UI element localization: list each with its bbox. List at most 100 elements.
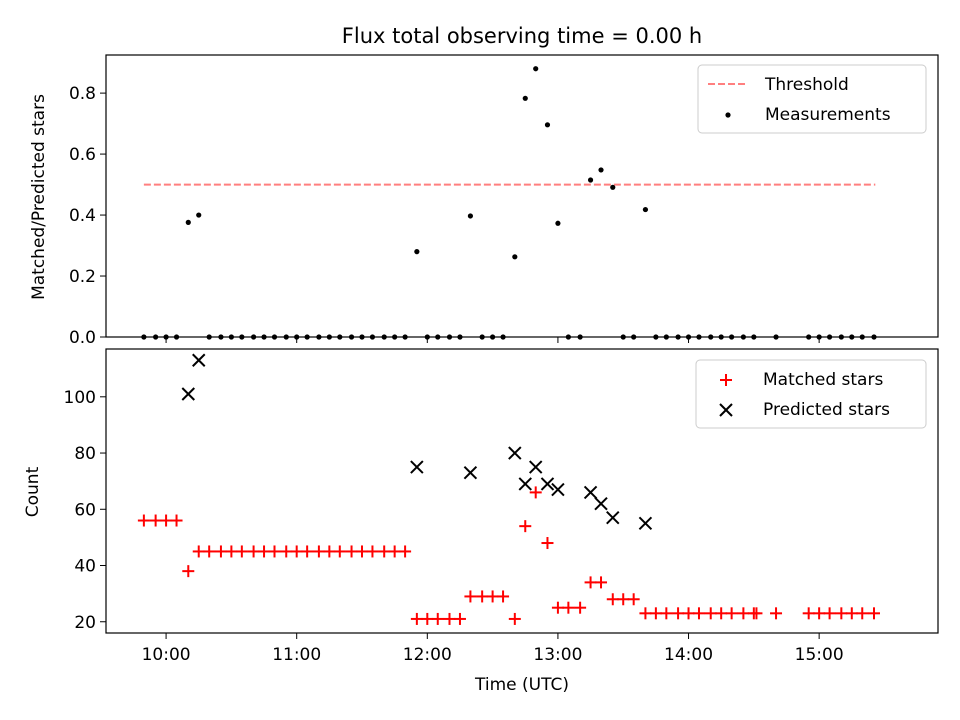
matched-star-point bbox=[802, 607, 815, 620]
matched-star-point bbox=[595, 576, 608, 589]
legend-predicted-label: Predicted stars bbox=[763, 400, 890, 420]
matched-star-point bbox=[235, 545, 248, 558]
matched-star-point bbox=[410, 612, 423, 625]
matched-star-point bbox=[617, 593, 630, 606]
legend-threshold-label: Threshold bbox=[764, 75, 849, 95]
matched-star-point bbox=[170, 514, 183, 527]
top-y-tick-label: 0.2 bbox=[69, 267, 96, 287]
top-axes-frame bbox=[105, 54, 939, 338]
matched-star-point bbox=[149, 514, 162, 527]
matched-star-point bbox=[366, 545, 379, 558]
matched-star-point bbox=[672, 607, 685, 620]
bottom-y-tick-label: 60 bbox=[74, 500, 96, 520]
measurement-point bbox=[414, 249, 420, 255]
matched-star-point bbox=[258, 545, 271, 558]
matched-star-point bbox=[606, 593, 619, 606]
top-y-tick-label: 0.0 bbox=[69, 328, 96, 348]
top-y-tick-label: 0.8 bbox=[69, 84, 96, 104]
bottom-x-tick-label: 12:00 bbox=[403, 645, 452, 665]
top-plot-marks bbox=[141, 66, 877, 340]
matched-star-point bbox=[584, 576, 597, 589]
matched-star-point bbox=[290, 545, 303, 558]
bottom-y-tick-label: 100 bbox=[64, 388, 96, 408]
measurement-point bbox=[467, 213, 474, 219]
matched-star-point bbox=[868, 607, 880, 620]
legend-matched-label: Matched stars bbox=[763, 370, 883, 390]
measurement-point bbox=[587, 177, 594, 183]
bottom-axes-frame bbox=[105, 348, 939, 634]
matched-star-point bbox=[333, 545, 346, 558]
matched-star-point bbox=[508, 612, 521, 625]
predicted-star-point bbox=[508, 446, 522, 460]
matched-star-point bbox=[639, 607, 652, 620]
legend-measurements-swatch bbox=[725, 112, 731, 118]
matched-star-point bbox=[770, 607, 783, 620]
matched-star-point bbox=[464, 590, 477, 603]
matched-star-point bbox=[835, 607, 848, 620]
chart-title: Flux total observing time = 0.00 h bbox=[342, 24, 702, 48]
matched-star-point bbox=[750, 607, 763, 620]
top-x-ticks bbox=[165, 337, 820, 343]
bottom-legend: Matched stars Predicted stars bbox=[695, 359, 927, 429]
matched-star-point bbox=[486, 590, 499, 603]
bottom-y-tick-label: 80 bbox=[74, 444, 96, 464]
predicted-star-point bbox=[606, 511, 620, 525]
matched-star-point bbox=[476, 590, 489, 603]
measurement-point bbox=[533, 66, 539, 72]
bottom-x-axis-label: Time (UTC) bbox=[474, 675, 569, 695]
matched-star-point bbox=[519, 520, 532, 533]
predicted-star-point bbox=[594, 496, 608, 511]
measurement-point bbox=[185, 219, 191, 225]
top-legend-box bbox=[697, 64, 927, 134]
matched-star-point bbox=[280, 545, 293, 558]
matched-star-point bbox=[301, 545, 314, 558]
matched-star-point bbox=[574, 601, 587, 614]
predicted-star-point bbox=[518, 477, 532, 491]
matched-star-point bbox=[421, 612, 434, 625]
legend-matched-swatch bbox=[720, 374, 732, 386]
legend-predicted-swatch bbox=[719, 403, 733, 417]
matched-star-point bbox=[356, 545, 368, 558]
matched-star-point bbox=[529, 486, 542, 499]
matched-star-point bbox=[715, 607, 728, 620]
bottom-x-tick-label: 14:00 bbox=[664, 645, 713, 665]
matched-star-point bbox=[137, 514, 150, 527]
top-y-tick-label: 0.6 bbox=[69, 145, 96, 165]
predicted-star-point bbox=[192, 353, 206, 367]
predicted-star-point bbox=[551, 482, 565, 497]
measurement-point bbox=[512, 254, 518, 260]
matched-star-point bbox=[214, 545, 227, 558]
bottom-y-tick-label: 20 bbox=[74, 613, 96, 633]
matched-star-point bbox=[497, 590, 510, 603]
matched-star-point bbox=[268, 545, 281, 558]
matched-star-point bbox=[443, 612, 456, 625]
matched-star-point bbox=[431, 612, 444, 625]
matched-star-point bbox=[192, 545, 205, 558]
bottom-x-tick-label: 11:00 bbox=[272, 645, 321, 665]
predicted-star-point bbox=[638, 516, 653, 531]
bottom-x-tick-label: 13:00 bbox=[533, 645, 582, 665]
top-panel: Flux total observing time = 0.00 h Match… bbox=[29, 24, 939, 348]
predicted-star-point bbox=[529, 460, 543, 474]
matched-star-point bbox=[453, 612, 466, 625]
bottom-y-axis-label: Count bbox=[23, 466, 43, 517]
matched-star-point bbox=[312, 545, 325, 558]
bottom-x-ticks: 10:00 11:00 12:00 13:00 14:00 15:00 bbox=[142, 633, 844, 665]
matched-star-point bbox=[378, 545, 391, 558]
measurement-point bbox=[610, 184, 616, 190]
predicted-star-point bbox=[463, 466, 478, 480]
measurement-point bbox=[522, 95, 528, 101]
top-y-ticks: 0.0 0.2 0.4 0.6 0.8 bbox=[69, 84, 106, 348]
matched-star-point bbox=[649, 607, 662, 620]
bottom-x-tick-label: 15:00 bbox=[795, 645, 844, 665]
bottom-legend-box bbox=[695, 359, 927, 429]
measurement-point bbox=[642, 206, 649, 213]
matched-star-point bbox=[562, 601, 575, 614]
bottom-y-tick-label: 40 bbox=[74, 557, 96, 577]
matched-star-point bbox=[682, 607, 695, 620]
bottom-y-ticks: 20 40 60 80 100 bbox=[64, 388, 106, 633]
matched-star-point bbox=[551, 601, 564, 614]
matched-star-point bbox=[737, 607, 750, 620]
matched-star-point bbox=[225, 545, 238, 558]
